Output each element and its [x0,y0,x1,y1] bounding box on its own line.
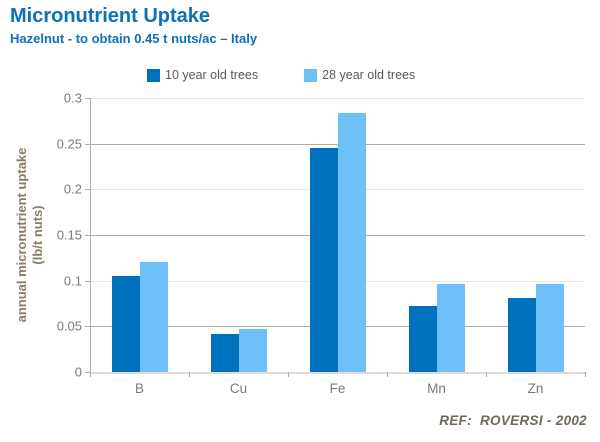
x-tick-mark [387,372,388,377]
x-category-label: Fe [329,381,346,396]
bar-mn-10yr [409,306,437,372]
y-tick-mark [85,372,90,373]
y-tick-label: 0.3 [63,90,82,106]
reference-text: REF: ROVERSI - 2002 [439,413,587,428]
bar-cu-28yr [239,329,267,372]
y-tick-label: 0.2 [63,181,82,197]
chart-legend: 10 year old trees 28 year old trees [147,68,415,82]
legend-label: 10 year old trees [165,68,259,82]
gridline [90,144,585,145]
legend-item-10-year: 10 year old trees [147,68,258,82]
y-tick-mark [85,326,90,327]
y-tick-label: 0 [74,364,82,380]
page-title: Micronutrient Uptake [10,5,211,27]
bar-mn-28yr [437,284,465,372]
x-category-label: B [134,381,145,396]
legend-swatch-icon [304,68,318,82]
x-category-label: Zn [527,381,544,396]
y-tick-mark [85,189,90,190]
legend-item-28-year: 28 year old trees [304,68,415,82]
x-tick-mark [189,372,190,377]
legend-swatch-icon [147,68,160,82]
y-tick-mark [85,281,90,282]
bar-zn-28yr [536,284,564,372]
bar-b-10yr [112,276,140,372]
x-axis-line [90,372,586,374]
y-tick-label: 0.1 [63,273,82,289]
gridline [90,98,585,99]
y-tick-label: 0.25 [56,136,82,152]
y-tick-mark [85,235,90,236]
y-tick-label: 0.05 [56,318,82,334]
x-tick-mark [585,372,586,377]
x-category-label: Cu [229,381,248,396]
bar-fe-28yr [338,113,366,372]
legend-label: 28 year old trees [322,68,416,82]
bar-fe-10yr [310,148,338,372]
y-tick-mark [85,144,90,145]
y-tick-label: 0.15 [56,227,82,243]
x-tick-mark [288,372,289,377]
y-axis-line [90,98,91,373]
bar-zn-10yr [508,298,536,372]
x-tick-mark [90,372,91,377]
bar-cu-10yr [211,334,239,372]
y-axis-title-line1: annual micronutrient uptake [14,147,29,323]
y-tick-mark [85,98,90,99]
page-subtitle: Hazelnut - to obtain 0.45 t nuts/ac – It… [10,31,258,46]
x-category-label: Mn [427,381,446,396]
x-tick-mark [486,372,487,377]
bar-b-28yr [140,262,168,372]
